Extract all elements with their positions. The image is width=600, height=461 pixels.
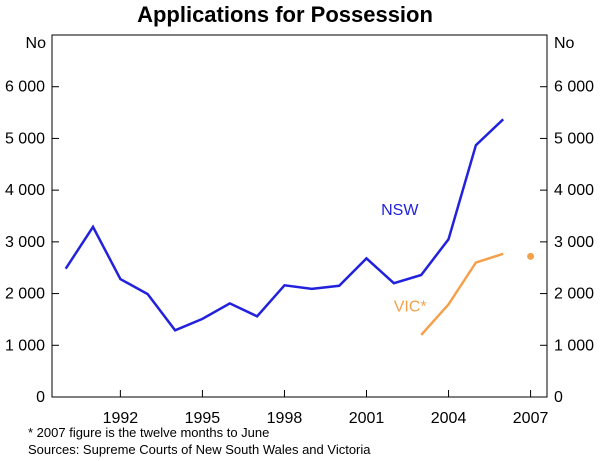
series-label-nsw: NSW [381,202,419,219]
series-line-vic [420,252,504,336]
x-tick-label: 2001 [349,410,385,427]
y-tick-label-right: 0 [554,389,563,406]
y-tick-label-left: 3 000 [5,234,45,251]
footnote: * 2007 figure is the twelve months to Ju… [28,425,270,440]
plot-frame [51,34,548,398]
y-axis-unit-left: No [26,35,47,52]
x-tick-label: 2004 [431,410,467,427]
x-tick-label: 2007 [513,410,549,427]
series-label-vic: VIC* [394,299,427,316]
y-tick-label-left: 2 000 [5,286,45,303]
series-line-nsw [64,118,505,332]
chart-title: Applications for Possession [137,2,433,27]
y-tick-label-right: 4 000 [554,182,594,199]
y-tick-label-left: 0 [36,389,45,406]
y-tick-label-left: 1 000 [5,337,45,354]
x-tick-label: 1995 [185,410,221,427]
x-tick-label: 1998 [267,410,303,427]
y-tick-label-right: 3 000 [554,234,594,251]
axis-ticks: 0 0 1 000 1 000 2 000 2 000 3 000 3 000 4 000 4 0… [5,79,594,427]
y-tick-label-left: 6 000 [5,79,45,96]
y-tick-label-right: 5 000 [554,130,594,147]
y-tick-label-right: 2 000 [554,286,594,303]
x-tick-label: 1992 [103,410,139,427]
data-point-vic-2007 [527,252,535,260]
y-tick-label-right: 6 000 [554,79,594,96]
series-lines: NSW VIC* [64,118,535,336]
y-tick-label-right: 1 000 [554,337,594,354]
y-tick-label-left: 5 000 [5,130,45,147]
y-tick-label-left: 4 000 [5,182,45,199]
y-axis-unit-right: No [554,35,575,52]
source-note: Sources: Supreme Courts of New South Wal… [28,442,371,457]
